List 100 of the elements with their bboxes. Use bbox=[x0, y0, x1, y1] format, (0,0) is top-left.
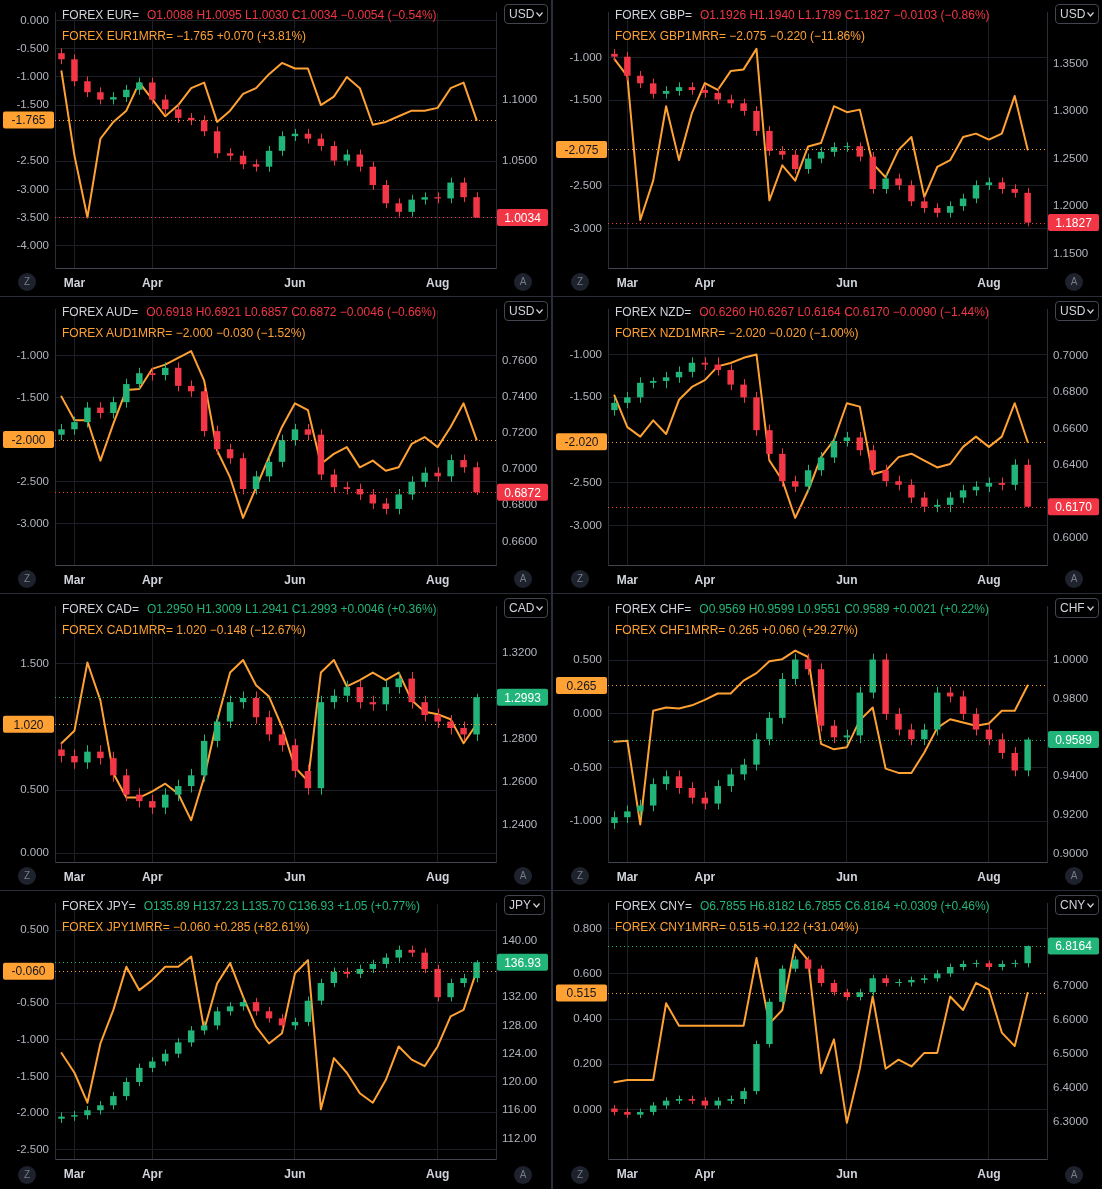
text: Z bbox=[571, 273, 589, 291]
candlestick bbox=[998, 732, 1006, 760]
candlestick bbox=[278, 434, 286, 468]
candlestick bbox=[753, 105, 760, 137]
y-tick-label: -1.500 bbox=[16, 98, 49, 111]
y-tick-label: 0.600 bbox=[573, 967, 602, 980]
y-tick-label: -2.500 bbox=[16, 474, 49, 487]
candlestick bbox=[330, 140, 338, 166]
y-tick-label: 1.500 bbox=[20, 656, 49, 669]
candlestick bbox=[213, 1006, 221, 1031]
y-tick-label: -3.000 bbox=[569, 221, 602, 234]
candlestick bbox=[908, 478, 915, 504]
x-tick-label: Mar bbox=[63, 869, 86, 884]
y2-tick-label: 6.3000 bbox=[1053, 1115, 1089, 1128]
candlestick bbox=[174, 779, 182, 802]
y2-tick-label: 140.00 bbox=[502, 933, 538, 946]
y2-tick-label: 1.3500 bbox=[1053, 56, 1089, 69]
y-tick-label: 0.000 bbox=[573, 707, 602, 720]
y2-tick-label: 0.6800 bbox=[502, 498, 538, 511]
y-tick-label: 0.500 bbox=[20, 783, 49, 796]
candlestick bbox=[460, 721, 467, 742]
chart-subtitle: O135.89 H137.23 L135.70 C136.93 +1.05 (+0.77%) bbox=[143, 899, 420, 913]
candlestick bbox=[611, 396, 618, 417]
chart-title: FOREX CNY= bbox=[615, 899, 693, 913]
y2-tick-label: 112.00 bbox=[502, 1131, 537, 1144]
y-tick-label: -1.000 bbox=[569, 50, 602, 63]
x-tick-label: Aug bbox=[425, 572, 450, 587]
candlestick bbox=[174, 361, 182, 392]
y2-tick-label: 0.6600 bbox=[1053, 421, 1089, 434]
y2-axis-title: USD bbox=[509, 303, 535, 320]
x-tick-label: Aug bbox=[425, 1166, 450, 1181]
candlestick bbox=[187, 768, 195, 794]
text: Z bbox=[18, 570, 36, 588]
annotation: FOREX AUD1MRR= −2.000 −0.030 (−1.52%) bbox=[62, 326, 306, 340]
ref-line-label: -2.075 bbox=[564, 142, 599, 157]
x-tick-label: Mar bbox=[616, 275, 639, 290]
candlestick bbox=[740, 758, 747, 781]
y2-tick-label: 1.3200 bbox=[502, 645, 538, 658]
candlestick bbox=[895, 707, 902, 736]
y2-tick-label: 0.9800 bbox=[1053, 691, 1089, 704]
x-tick-label: Jun bbox=[836, 275, 858, 290]
candlestick bbox=[908, 723, 915, 746]
x-tick-label: Jun bbox=[284, 869, 306, 884]
candlestick bbox=[200, 114, 208, 137]
candlestick bbox=[71, 749, 78, 770]
candlestick bbox=[766, 424, 773, 460]
text: Z bbox=[18, 867, 36, 885]
x-tick-label: Jun bbox=[836, 1166, 858, 1181]
annotation: FOREX NZD1MRR= −2.020 −0.020 (−1.00%) bbox=[615, 326, 859, 340]
chart-subtitle: O1.0088 H1.0095 L1.0030 C1.0034 −0.0054 (−0.54%) bbox=[147, 8, 437, 22]
y2-tick-label: 0.6800 bbox=[1053, 385, 1089, 398]
candlestick bbox=[791, 149, 799, 175]
y2-axis-title: CHF bbox=[1060, 600, 1085, 617]
y2-tick-label: 1.2800 bbox=[502, 731, 538, 744]
candlestick bbox=[959, 484, 967, 504]
candlestick bbox=[421, 466, 428, 488]
y2-axis-title: JPY bbox=[509, 897, 532, 914]
candlestick bbox=[84, 401, 91, 428]
text: A bbox=[1065, 1166, 1083, 1184]
y-tick-label: 0.500 bbox=[573, 653, 602, 666]
ref-line-label: 0.515 bbox=[566, 986, 597, 1001]
candlestick bbox=[317, 978, 325, 1006]
x-tick-label: Apr bbox=[141, 275, 163, 290]
y-tick-label: -3.500 bbox=[16, 210, 49, 223]
candlestick bbox=[174, 1037, 182, 1059]
x-tick-label: Mar bbox=[63, 1166, 86, 1181]
y2-axis-title: USD bbox=[1060, 6, 1086, 23]
candlestick bbox=[71, 416, 78, 436]
text: A bbox=[1065, 570, 1083, 588]
ref-line-label: -0.060 bbox=[11, 964, 46, 979]
y2-tick-label: 0.6600 bbox=[502, 534, 538, 547]
y2-tick-label: 6.5000 bbox=[1053, 1047, 1089, 1060]
candlestick bbox=[959, 690, 967, 721]
y2-tick-label: 0.9400 bbox=[1053, 769, 1089, 782]
text: Z bbox=[571, 867, 589, 885]
candlestick bbox=[688, 356, 696, 378]
candlestick bbox=[804, 464, 812, 493]
y-tick-label: -2.000 bbox=[16, 1106, 49, 1119]
x-tick-label: Jun bbox=[284, 275, 306, 290]
annotation: FOREX CAD1MRR= 1.020 −0.148 (−12.67%) bbox=[62, 623, 306, 637]
x-tick-label: Jun bbox=[836, 869, 858, 884]
ref-line-label: 0.6170 bbox=[1055, 500, 1093, 514]
chart-title: FOREX CAD= bbox=[62, 602, 140, 616]
candlestick bbox=[447, 714, 454, 735]
chart-subtitle: O1.1926 H1.1940 L1.1789 C1.1827 −0.0103 (−0.86%) bbox=[700, 8, 990, 22]
text: A bbox=[1065, 273, 1083, 291]
y-tick-label: -1.500 bbox=[16, 390, 49, 403]
candlestick bbox=[382, 179, 389, 209]
candlestick bbox=[817, 964, 825, 987]
candlestick bbox=[252, 690, 260, 725]
text: Z bbox=[571, 570, 589, 588]
y-tick-label: -1.500 bbox=[569, 390, 602, 403]
candlestick bbox=[908, 179, 915, 207]
candlestick bbox=[123, 768, 130, 802]
y2-tick-label: 1.2500 bbox=[1053, 151, 1089, 164]
candlestick bbox=[123, 378, 130, 409]
candlestick bbox=[649, 78, 657, 100]
candlestick bbox=[304, 995, 312, 1027]
text: Z bbox=[18, 273, 36, 291]
candlestick bbox=[972, 179, 980, 204]
